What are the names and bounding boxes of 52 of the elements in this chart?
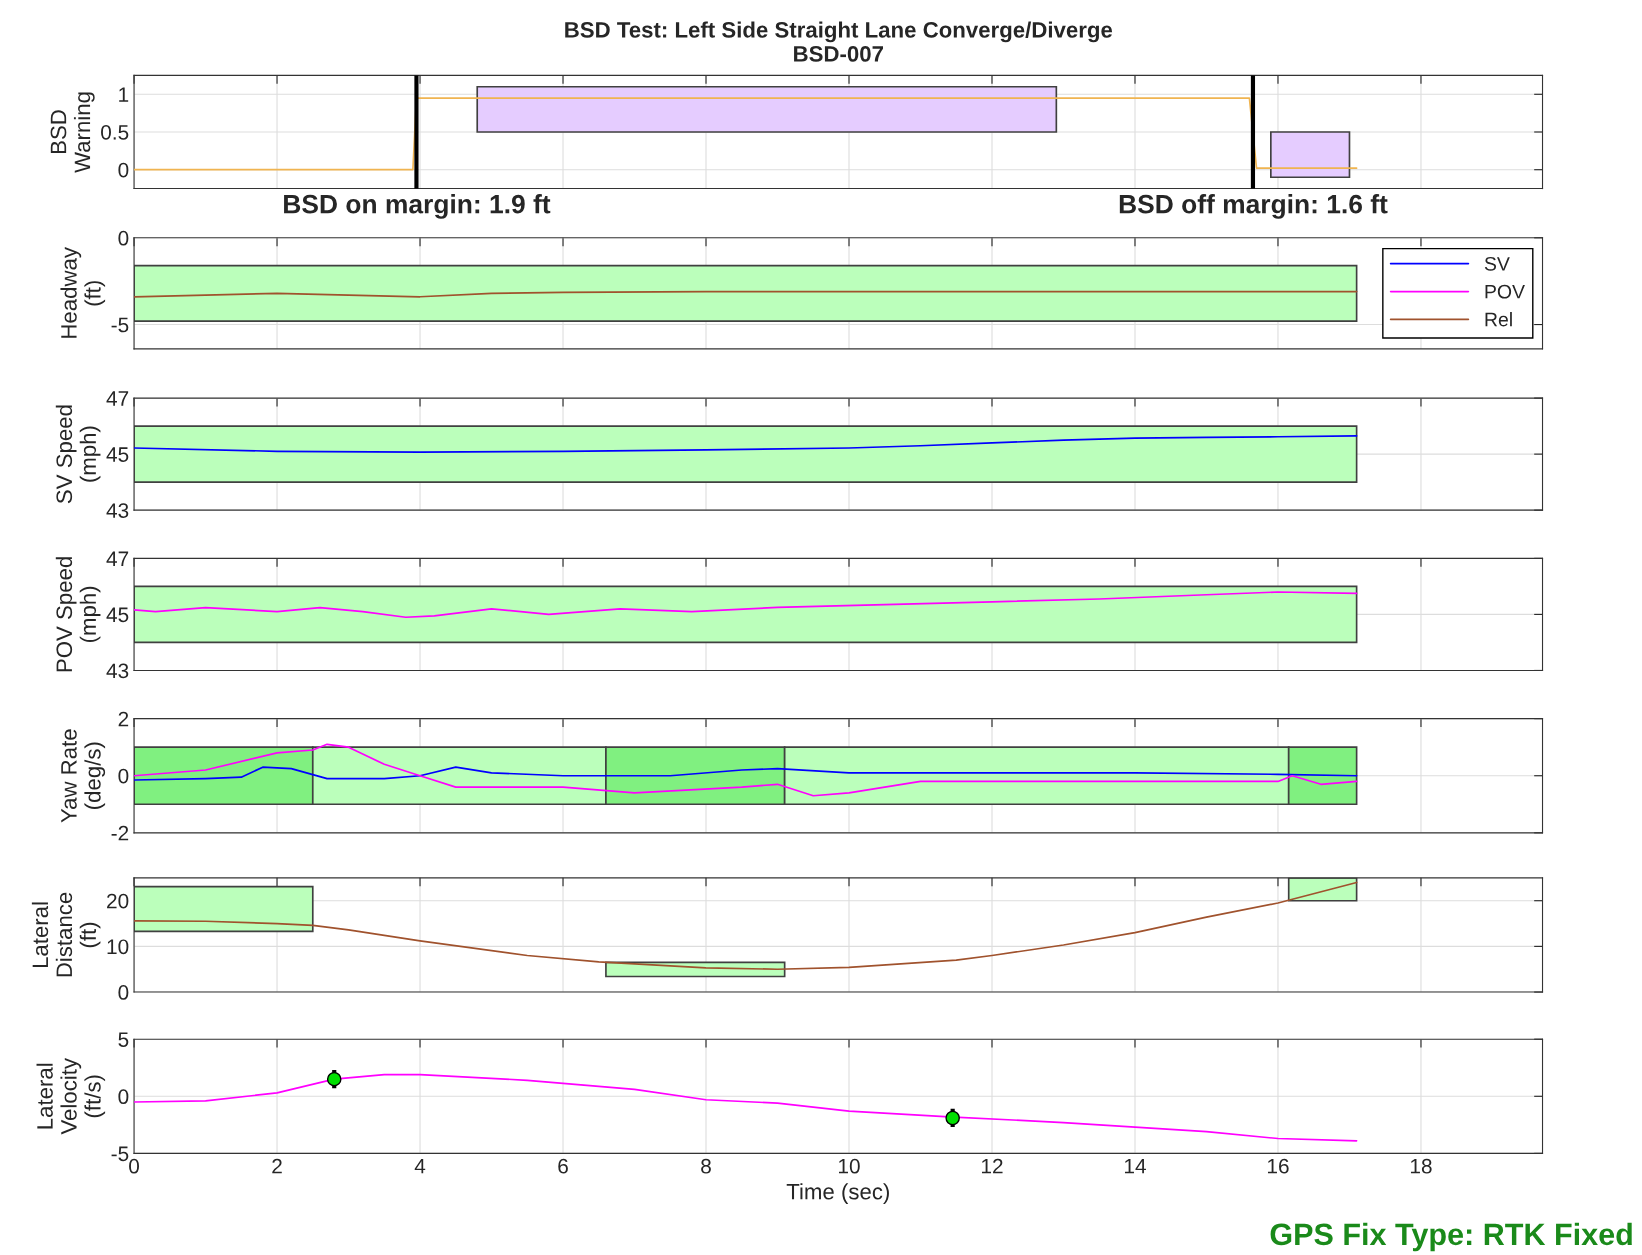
y-tick-label: -5 [111,317,129,333]
y-tick-label: 20 [107,893,129,909]
y-tick-label: 43 [106,503,129,518]
y-axis-title: Lateral Velocity (ft/s) [36,1058,106,1135]
y-tick-label: 0 [118,162,129,178]
x-tick-label: 18 [1410,1158,1432,1174]
y-tick-label: 0 [118,768,129,784]
y-tick-label: 47 [106,391,129,406]
annotation: BSD on margin: 1.9 ft [284,194,551,219]
y-tick-label: -2 [111,825,129,841]
x-tick-label: 4 [414,1159,426,1174]
y-tick-label: -5 [111,1146,129,1162]
y-axis-title: Headway (ft) [60,247,106,338]
line-series [134,591,1358,619]
chart-subtitle: BSD-007 [794,46,883,62]
y-tick-label: 43 [106,663,129,679]
line-series [134,743,1358,797]
x-tick-label: 8 [701,1158,711,1174]
legend-label: POV [1485,284,1525,299]
annotation: BSD off margin: 1.6 ft [1119,194,1388,219]
y-tick-label: 10 [107,939,129,955]
y-tick-label: 47 [106,551,129,566]
x-tick-label: 12 [982,1158,1003,1174]
chart-title: BSD Test: Left Side Straight Lane Converge/Diverge [565,21,1113,43]
x-tick-label: 16 [1267,1158,1289,1174]
y-axis-title: SV Speed (mph) [55,405,101,504]
y-axis-title: Yaw Rate (deg/s) [61,729,106,823]
legend-label: Rel [1485,312,1512,327]
y-tick-label: 0 [118,230,129,246]
y-tick-label: 0 [118,985,129,1000]
legend-label: SV [1484,256,1510,271]
line-series [134,766,1358,781]
x-tick-label: 6 [558,1158,568,1174]
x-tick-label: 10 [839,1158,860,1174]
y-axis-title: Lateral Distance (ft) [31,892,101,977]
y-tick-label: 5 [118,1032,129,1047]
x-tick-label: 14 [1124,1159,1146,1174]
line-series [134,1073,1358,1142]
y-tick-label: 45 [106,607,129,623]
text: GPS Fix Type: RTK Fixed [1270,1222,1632,1252]
y-tick-label: 2 [118,711,129,727]
line-series [134,881,1358,971]
y-axis-title: POV Speed (mph) [55,557,101,672]
y-axis-title: BSD Warning [50,92,95,173]
x-tick-label: 0 [129,1158,140,1174]
y-tick-label: 45 [106,447,129,462]
y-tick-label: 1 [119,87,129,102]
y-tick-label: 0 [118,1089,129,1105]
x-axis-title: Time (sec) [786,1183,889,1204]
line-series [134,435,1358,453]
y-tick-label: 0.5 [101,125,129,140]
x-tick-label: 2 [272,1158,282,1174]
